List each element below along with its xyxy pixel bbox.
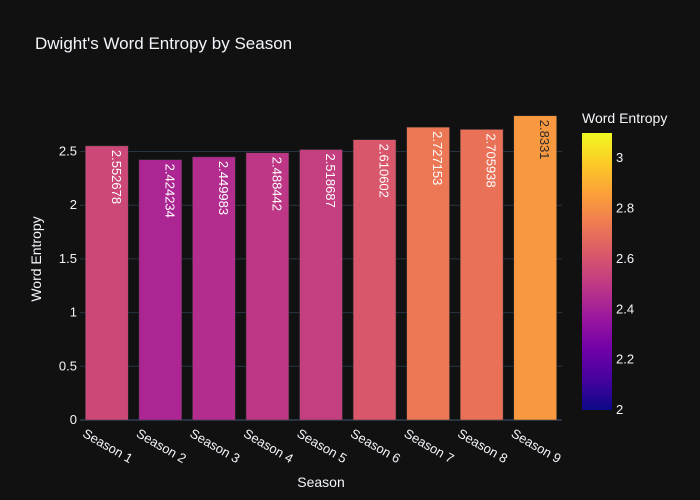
bar xyxy=(138,159,183,421)
x-axis-label: Season xyxy=(297,474,344,490)
bar xyxy=(192,156,236,421)
y-tick-label: 1.5 xyxy=(59,251,77,266)
bar-value-label: 2.610602 xyxy=(377,144,392,198)
x-tick-label: Season 4 xyxy=(241,426,296,466)
y-tick-label: 0 xyxy=(70,412,77,427)
colorbar-tick-label: 2 xyxy=(616,402,623,417)
y-tick-label: 2 xyxy=(70,197,77,212)
y-tick-label: 0.5 xyxy=(59,358,77,373)
x-tick-label: Season 5 xyxy=(295,426,350,466)
bar xyxy=(352,139,397,421)
x-tick-label: Season 1 xyxy=(80,426,135,466)
chart-title: Dwight's Word Entropy by Season xyxy=(35,34,293,53)
x-tick-label: Season 9 xyxy=(509,426,564,466)
bar-value-label: 2.727153 xyxy=(430,131,445,185)
colorbar-tick-label: 2.6 xyxy=(616,251,634,266)
bar-value-label: 2.424234 xyxy=(162,164,177,218)
bar xyxy=(245,152,290,421)
bars-layer xyxy=(85,115,557,421)
y-tick-label: 1 xyxy=(70,305,77,320)
bar-value-label: 2.488442 xyxy=(269,157,284,211)
y-axis-label: Word Entropy xyxy=(28,216,44,301)
colorbar-title: Word Entropy xyxy=(582,110,668,126)
colorbar-gradient xyxy=(582,133,612,410)
colorbar-tick-label: 3 xyxy=(616,150,623,165)
colorbar-tick-label: 2.2 xyxy=(616,352,634,367)
bar xyxy=(513,115,557,421)
x-tick-label: Season 8 xyxy=(455,426,510,466)
colorbar-tick-label: 2.4 xyxy=(616,301,634,316)
bar-value-label: 2.449983 xyxy=(216,161,231,215)
bar xyxy=(406,126,450,421)
bar-value-label: 2.8331 xyxy=(537,120,552,160)
bar-value-label: 2.552678 xyxy=(109,150,124,204)
x-tick-label: Season 6 xyxy=(348,426,403,466)
bar xyxy=(459,129,504,421)
x-tick-label: Season 7 xyxy=(402,426,457,466)
colorbar: 2 2.2 2.4 2.6 2.8 3 xyxy=(582,133,634,417)
x-tick-label: Season 3 xyxy=(187,426,242,466)
bar-labels-layer: 2.552678 2.424234 2.449983 2.488442 2.518687… xyxy=(109,120,552,218)
bar xyxy=(299,149,343,421)
bar-value-label: 2.518687 xyxy=(323,154,338,208)
x-tick-label: Season 2 xyxy=(134,426,189,466)
y-tick-label: 2.5 xyxy=(59,144,77,159)
bar xyxy=(85,145,129,421)
bar-value-label: 2.705938 xyxy=(484,133,499,187)
colorbar-tick-label: 2.8 xyxy=(616,201,634,216)
